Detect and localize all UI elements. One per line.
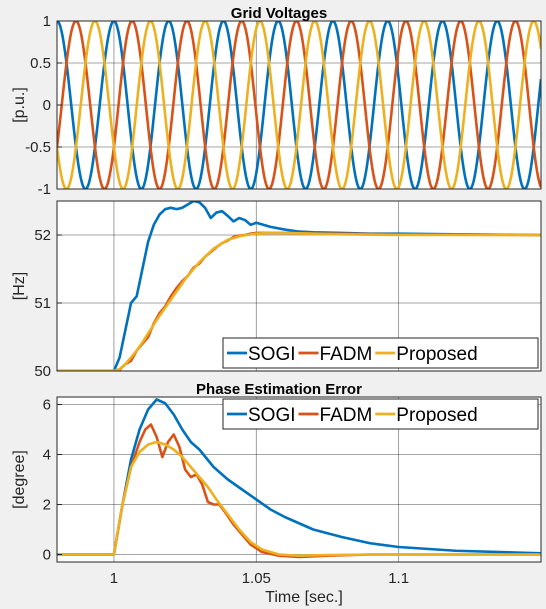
y-tick-label: 0.5 [30,55,51,72]
legend: SOGI FADM Proposed [222,337,539,369]
y-tick-label: 2 [43,497,51,514]
y-axis-label: [p.u.] [11,87,28,123]
legend-label-fadm: FADM [320,344,373,365]
y-tick-label: 51 [34,295,51,312]
legend-label-sogi: SOGI [248,344,296,365]
x-tick-label: 1 [110,570,118,587]
legend-label-proposed: Proposed [396,344,477,365]
series-group [57,201,541,371]
series-line-proposed [57,231,541,371]
series-line-sogi [57,201,541,371]
y-tick-label: 6 [43,397,51,414]
series-line-phase-c [57,21,541,189]
series-line-sogi [57,398,541,556]
panel-2: 52 51 50 [Hz] SOGI FADM Proposed [11,200,542,380]
series-line-proposed [57,440,541,558]
x-tick-label: 1.05 [242,570,271,587]
y-tick-label: 4 [43,447,51,464]
x-tick-label: 1.1 [388,570,409,587]
y-tick-label: 52 [34,227,51,244]
y-tick-label: -1 [38,181,51,198]
panel-1: 1 0.5 0 -0.5 -1 [p.u.] Grid Voltages [11,5,542,198]
y-tick-label: 1 [43,13,51,30]
y-tick-label: 0 [43,97,51,114]
legend-label-proposed: Proposed [396,405,477,426]
axes-box [56,200,542,372]
axes-box [56,396,542,563]
y-tick-label: 0 [43,547,51,564]
legend-label-sogi: SOGI [248,405,296,426]
y-tick-label: -0.5 [25,139,51,156]
y-axis-label: [Hz] [11,272,28,300]
y-tick-label: 50 [34,363,51,380]
chart-title: Grid Voltages [231,5,327,22]
series-group [57,398,541,559]
legend: SOGI FADM Proposed [222,398,539,430]
panel-3: 6 4 2 0 [degree] Phase Estimation Error 1 1.05 1… [11,381,542,606]
y-axis-label: [degree] [11,450,28,509]
legend-label-fadm: FADM [320,405,373,426]
x-axis-label: Time [sec.] [265,589,343,606]
chart-title: Phase Estimation Error [196,381,362,398]
